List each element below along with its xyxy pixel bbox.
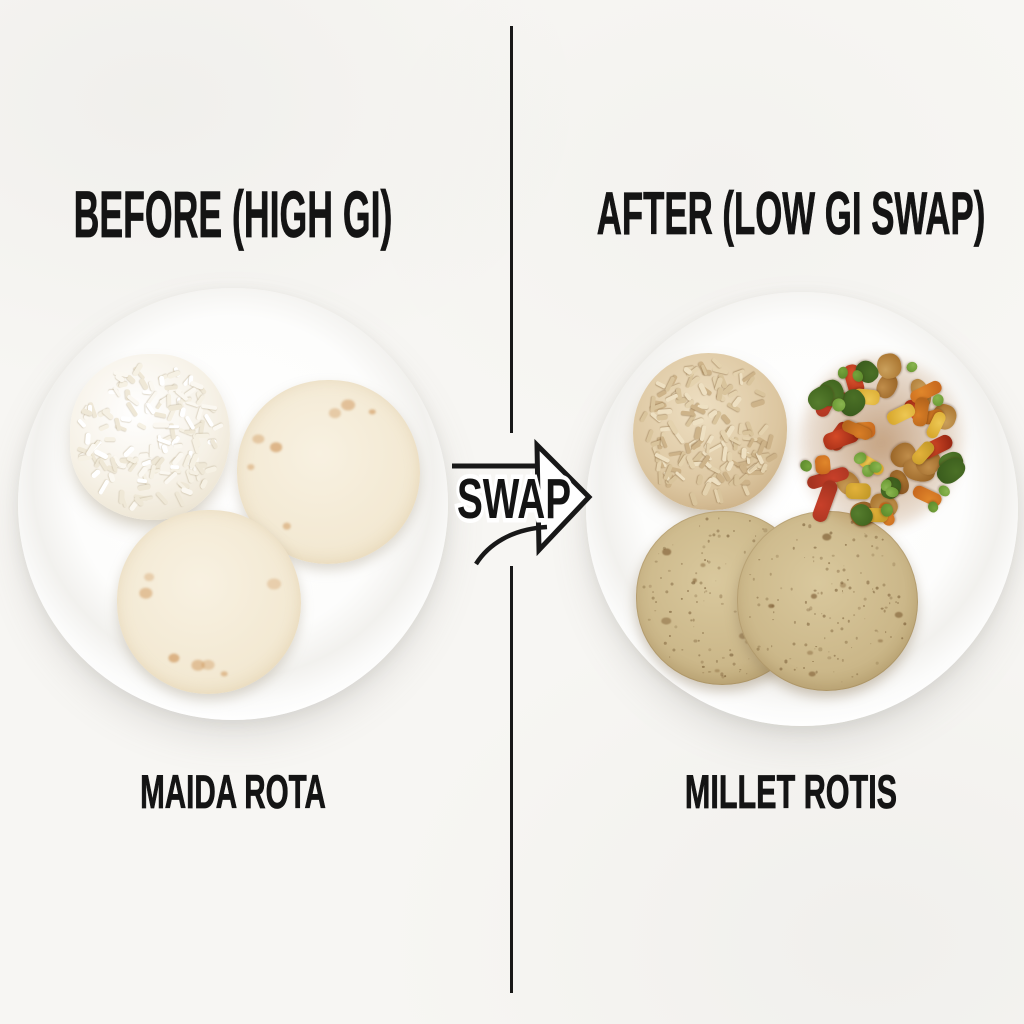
white-rice	[70, 354, 230, 520]
maida-roti-2	[117, 510, 301, 694]
millet-roti-2	[737, 511, 918, 691]
swap-arrow-icon: SWAP	[452, 438, 593, 566]
after-caption-label: MILLET ROTIS	[684, 765, 898, 818]
divider-line-bottom	[510, 566, 513, 993]
before-title-label: BEFORE (HIGH GI)	[73, 177, 393, 251]
vegetable-stir-fry	[785, 337, 977, 549]
divider-line-top	[510, 26, 513, 433]
after-title-label: AFTER (LOW GI SWAP)	[596, 180, 986, 247]
swap-arrowhead	[534, 438, 593, 557]
swap-label: SWAP	[457, 468, 571, 531]
swap-swoosh-curve	[474, 524, 548, 566]
brown-rice	[633, 353, 787, 510]
before-caption-label: MAIDA ROTA	[140, 765, 326, 818]
